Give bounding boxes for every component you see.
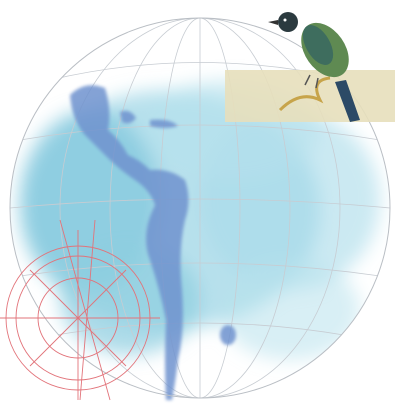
branch bbox=[278, 76, 331, 112]
globe-outline bbox=[9, 17, 391, 399]
landmass bbox=[70, 85, 236, 400]
compass bbox=[0, 219, 160, 401]
bird bbox=[268, 12, 360, 122]
